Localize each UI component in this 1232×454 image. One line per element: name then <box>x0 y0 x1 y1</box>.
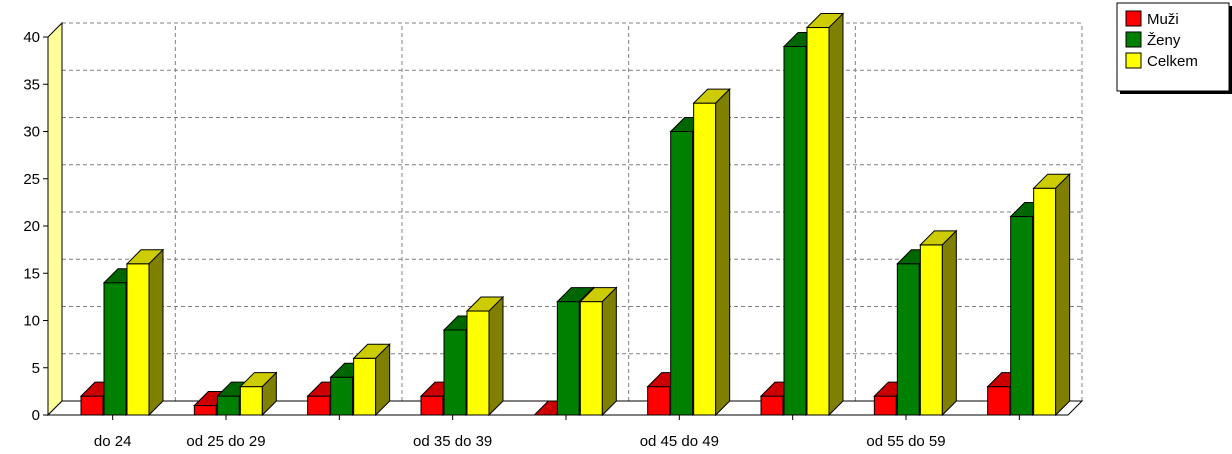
x-tick-label: od 55 do 59 <box>866 433 945 450</box>
bar-celkem-6 <box>805 12 845 417</box>
legend-label: Ženy <box>1147 32 1181 49</box>
y-tick-label: 35 <box>23 76 40 93</box>
bars <box>79 12 1071 417</box>
y-tick-label: 15 <box>23 265 40 282</box>
bar-celkem-1 <box>239 371 278 417</box>
bar-celkem-3 <box>465 295 505 417</box>
y-tick-label: 20 <box>23 218 40 235</box>
y-tick-label: 0 <box>32 407 40 424</box>
bar-celkem-8 <box>1032 172 1071 417</box>
bar-celkem-5 <box>692 87 731 417</box>
x-tick-label: od 45 do 49 <box>640 433 719 450</box>
y-tick-label: 10 <box>23 313 40 330</box>
bar-celkem-7 <box>919 229 958 417</box>
y-tick-label: 30 <box>23 124 40 141</box>
bar-celkem-0 <box>125 248 165 417</box>
legend-label: Muži <box>1147 11 1179 28</box>
legend-swatch <box>1125 10 1142 27</box>
back-wall <box>47 21 63 417</box>
legend: Muži Ženy Celkem <box>1116 2 1232 94</box>
y-tick-label: 5 <box>32 360 40 377</box>
legend-swatch <box>1125 52 1142 69</box>
bar-celkem-4 <box>579 286 618 417</box>
legend-label: Celkem <box>1147 53 1198 70</box>
legend-swatch <box>1125 31 1142 48</box>
x-tick-label: do 24 <box>94 433 132 450</box>
x-tick-label: od 35 do 39 <box>413 433 492 450</box>
y-tick-label: 25 <box>23 171 40 188</box>
y-tick-label: 40 <box>23 29 40 46</box>
x-tick-label: od 25 do 29 <box>186 433 265 450</box>
tick-labels: 0 5 10 15 20 25 30 35 40 do 24 od 25 do 29 od 35 do… <box>23 29 945 450</box>
bar-celkem-2 <box>352 343 391 417</box>
